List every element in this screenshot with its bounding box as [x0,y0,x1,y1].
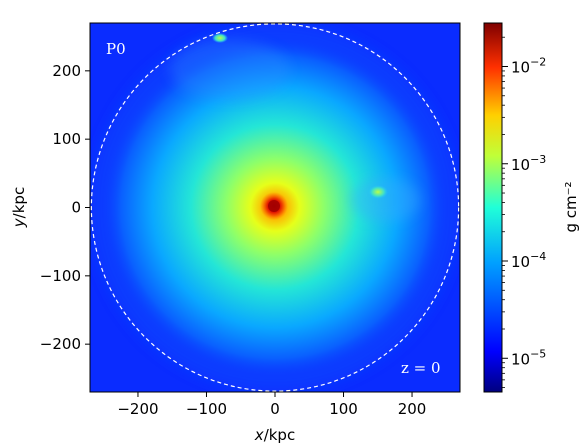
x-tick-label: 200 [398,400,427,418]
y-tick-label: 0 [71,199,81,217]
colorbar-tick-label: 10−2 [511,55,546,76]
colorbar-tick-label: 10−3 [511,153,546,174]
y-tick-label: 100 [52,130,81,148]
colorbar [483,22,503,393]
panel-label: P0 [106,40,126,58]
x-tick-label: −100 [186,400,227,418]
satellite-clump-right [368,185,388,199]
y-tick-label: 200 [52,62,81,80]
y-axis: −200 −100 0 100 200 [40,62,90,353]
plot-area: P0 z = 0 [90,23,460,392]
satellite-clump-top [212,33,228,43]
x-tick-label: 0 [270,400,280,418]
x-axis: −200 −100 0 100 200 [117,392,426,418]
virial-circle [90,23,460,392]
colorbar-tick-label: 10−5 [511,347,546,368]
y-tick-label: −100 [40,267,81,285]
y-tick-label: −200 [40,335,81,353]
redshift-label: z = 0 [401,359,441,377]
colorbar-tick-label: 10−4 [511,250,546,271]
colorbar-ticks: 10−5 10−4 10−3 10−2 [502,36,546,388]
y-axis-label: y/kpc [10,187,28,228]
x-tick-label: 100 [329,400,358,418]
x-axis-label: x/kpc [254,426,295,444]
colorbar-label: g cm⁻² [562,181,580,232]
x-tick-label: −200 [117,400,158,418]
